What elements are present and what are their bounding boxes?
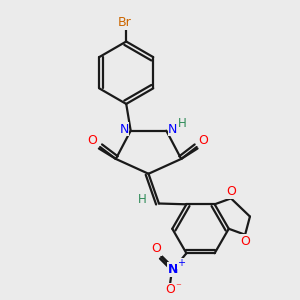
- Text: +: +: [177, 258, 185, 268]
- Text: O: O: [226, 185, 236, 198]
- Text: O: O: [240, 235, 250, 248]
- Text: O: O: [199, 134, 208, 147]
- Text: N: N: [168, 263, 178, 276]
- Text: O: O: [165, 283, 175, 296]
- Text: ⁻: ⁻: [176, 282, 181, 292]
- Text: H: H: [178, 117, 187, 130]
- Text: O: O: [87, 134, 97, 147]
- Text: N: N: [168, 123, 178, 136]
- Text: H: H: [138, 193, 147, 206]
- Text: Br: Br: [118, 16, 132, 29]
- Text: O: O: [151, 242, 161, 255]
- Text: N: N: [119, 123, 129, 136]
